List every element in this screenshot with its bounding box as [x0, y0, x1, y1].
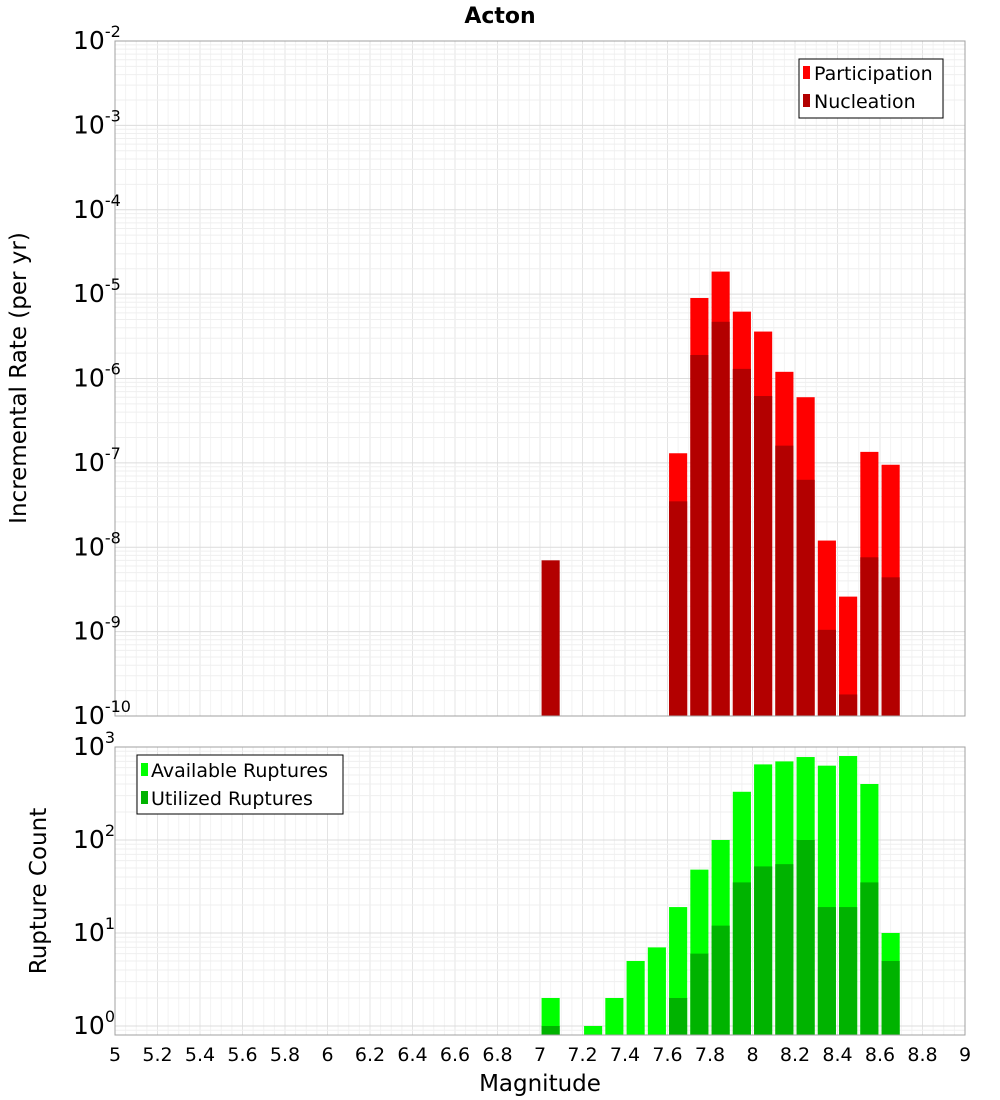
- bar-utilized-ruptures: [839, 907, 858, 1035]
- top-y-axis-ticks: 10-10 10-9 10-8 10-7 10-6 10-5 10-4 10-3 10-2: [73, 22, 131, 730]
- bottom-plot-border: [114, 746, 966, 1036]
- bar-utilized-ruptures: [669, 997, 688, 1035]
- x-tick-label: 5.2: [142, 1044, 172, 1066]
- bar-utilized-ruptures: [860, 882, 879, 1035]
- bottom-y-axis-label: Rupture Count: [26, 808, 52, 974]
- top-plot-grid: [115, 41, 965, 716]
- bar-nucleation: [775, 445, 794, 716]
- bar-available-ruptures: [584, 1025, 603, 1035]
- bar-utilized-ruptures: [711, 925, 730, 1035]
- x-tick-label: 8.8: [907, 1044, 937, 1066]
- y-tick-label: 10-10: [73, 697, 131, 730]
- bar-nucleation: [669, 501, 688, 716]
- bar-nucleation: [711, 321, 730, 716]
- bar-nucleation: [541, 560, 560, 716]
- x-tick-label: 7: [534, 1044, 546, 1066]
- bottom-plot-bars: [541, 756, 900, 1035]
- bar-nucleation: [690, 354, 709, 716]
- y-tick-label: 10-3: [73, 106, 121, 139]
- x-tick-label: 5.4: [185, 1044, 215, 1066]
- bottom-y-axis-ticks: 100 101 102 103: [73, 728, 115, 1040]
- bar-utilized-ruptures: [775, 864, 794, 1035]
- legend-swatch-participation: [803, 66, 810, 79]
- x-tick-label: 5.6: [227, 1044, 257, 1066]
- y-tick-label: 103: [73, 728, 115, 761]
- bar-utilized-ruptures: [881, 960, 900, 1035]
- y-tick-label: 100: [73, 1007, 115, 1040]
- legend-swatch-utilized: [141, 791, 148, 804]
- x-tick-label: 6.8: [482, 1044, 512, 1066]
- x-tick-label: 8.6: [865, 1044, 895, 1066]
- y-tick-label: 10-8: [73, 528, 121, 561]
- x-axis-ticks: 5 5.2 5.4 5.6 5.8 6 6.2 6.4 6.6 6.8 7 7.2 7.4 7.6 7.8 8…: [109, 1044, 971, 1066]
- bar-available-ruptures: [605, 997, 624, 1035]
- bottom-legend-box: [136, 754, 344, 815]
- x-axis-label: Magnitude: [479, 1071, 601, 1097]
- bar-nucleation: [796, 479, 815, 716]
- y-tick-label: 10-6: [73, 360, 121, 393]
- top-legend: Participation Nucleation: [798, 58, 944, 119]
- y-tick-label: 10-9: [73, 613, 121, 646]
- y-tick-label: 101: [73, 914, 115, 947]
- y-tick-label: 10-7: [73, 444, 121, 477]
- legend-label-available: Available Ruptures: [151, 760, 328, 782]
- x-tick-label: 9: [959, 1044, 971, 1066]
- x-tick-label: 5: [109, 1044, 121, 1066]
- x-tick-label: 7.8: [695, 1044, 725, 1066]
- bar-nucleation: [860, 557, 879, 716]
- bar-utilized-ruptures: [690, 953, 709, 1035]
- bar-utilized-ruptures: [732, 882, 751, 1035]
- legend-swatch-nucleation: [803, 94, 810, 107]
- x-tick-label: 6.6: [440, 1044, 470, 1066]
- bar-available-ruptures: [647, 947, 666, 1035]
- bar-utilized-ruptures: [796, 839, 815, 1035]
- bar-nucleation: [839, 694, 858, 716]
- top-legend-box: [798, 58, 944, 119]
- bar-utilized-ruptures: [754, 866, 773, 1035]
- x-tick-label: 6.2: [355, 1044, 385, 1066]
- bar-available-ruptures: [541, 997, 560, 1035]
- bar-utilized-ruptures: [541, 1025, 560, 1035]
- bottom-legend: Available Ruptures Utilized Ruptures: [136, 754, 344, 815]
- x-tick-label: 8.4: [822, 1044, 852, 1066]
- top-plot-bars: [541, 271, 900, 716]
- x-tick-label: 5.8: [270, 1044, 300, 1066]
- bar-nucleation: [754, 396, 773, 716]
- bar-nucleation: [817, 629, 836, 716]
- x-tick-label: 8.2: [780, 1044, 810, 1066]
- legend-label-participation: Participation: [814, 63, 933, 85]
- chart-title: Acton: [464, 4, 535, 29]
- legend-label-nucleation: Nucleation: [814, 91, 916, 113]
- y-tick-label: 102: [73, 821, 115, 854]
- bar-nucleation: [732, 368, 751, 716]
- top-plot-border: [114, 40, 966, 717]
- x-tick-label: 6: [321, 1044, 333, 1066]
- top-y-axis-label: Incremental Rate (per yr): [6, 232, 32, 524]
- bar-utilized-ruptures: [817, 907, 836, 1035]
- x-tick-label: 6.4: [397, 1044, 427, 1066]
- bar-available-ruptures: [626, 960, 645, 1035]
- bar-nucleation: [881, 577, 900, 716]
- x-tick-label: 7.6: [652, 1044, 682, 1066]
- y-tick-label: 10-4: [73, 191, 121, 224]
- x-tick-label: 7.4: [610, 1044, 640, 1066]
- legend-swatch-available: [141, 763, 148, 776]
- x-tick-label: 7.2: [567, 1044, 597, 1066]
- y-tick-label: 10-2: [73, 22, 121, 55]
- y-tick-label: 10-5: [73, 275, 121, 308]
- x-tick-label: 8: [746, 1044, 758, 1066]
- bar-participation: [839, 596, 858, 716]
- legend-label-utilized: Utilized Ruptures: [151, 788, 313, 810]
